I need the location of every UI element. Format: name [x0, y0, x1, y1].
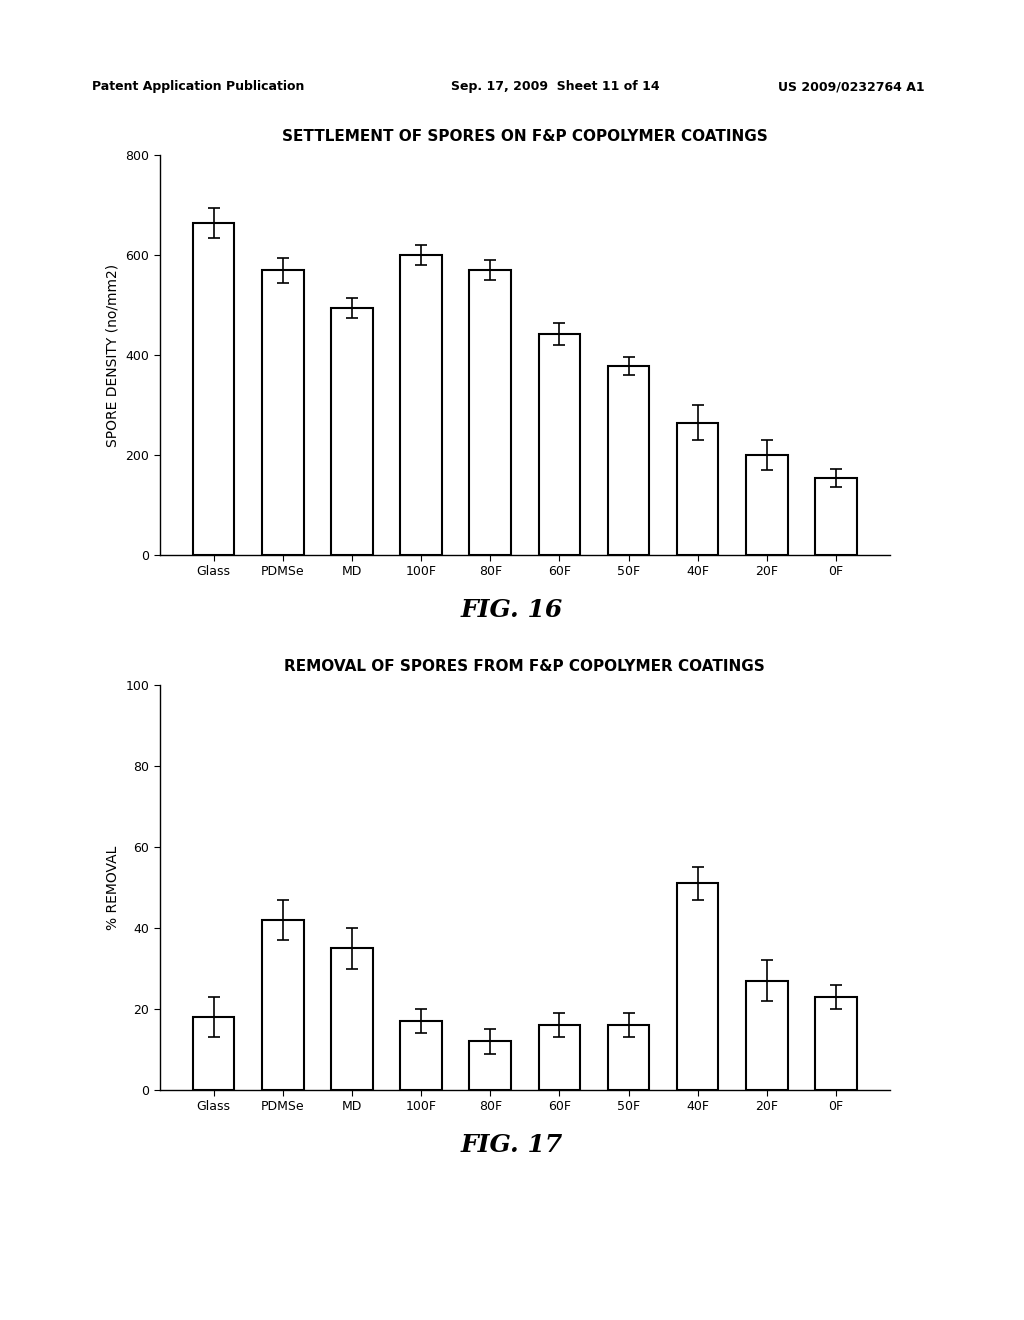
Text: Sep. 17, 2009  Sheet 11 of 14: Sep. 17, 2009 Sheet 11 of 14: [451, 81, 659, 92]
Y-axis label: % REMOVAL: % REMOVAL: [105, 845, 120, 929]
Bar: [469, 271, 511, 554]
Bar: [400, 1022, 441, 1090]
Bar: [539, 1026, 581, 1090]
Text: Patent Application Publication: Patent Application Publication: [92, 81, 304, 92]
Bar: [331, 948, 373, 1090]
Title: REMOVAL OF SPORES FROM F&P COPOLYMER COATINGS: REMOVAL OF SPORES FROM F&P COPOLYMER COA…: [285, 659, 765, 675]
Bar: [469, 1041, 511, 1090]
Bar: [815, 997, 857, 1090]
Bar: [608, 1026, 649, 1090]
Bar: [746, 455, 787, 554]
Bar: [400, 255, 441, 554]
Bar: [608, 366, 649, 554]
Text: FIG. 16: FIG. 16: [461, 598, 563, 622]
Bar: [262, 271, 303, 554]
Text: US 2009/0232764 A1: US 2009/0232764 A1: [778, 81, 925, 92]
Bar: [539, 334, 581, 554]
Y-axis label: SPORE DENSITY (no/mm2): SPORE DENSITY (no/mm2): [105, 264, 120, 446]
Title: SETTLEMENT OF SPORES ON F&P COPOLYMER COATINGS: SETTLEMENT OF SPORES ON F&P COPOLYMER CO…: [282, 129, 768, 144]
Bar: [193, 223, 234, 554]
Bar: [677, 422, 719, 554]
Text: FIG. 17: FIG. 17: [461, 1133, 563, 1158]
Bar: [193, 1018, 234, 1090]
Bar: [262, 920, 303, 1090]
Bar: [331, 308, 373, 554]
Bar: [677, 883, 719, 1090]
Bar: [815, 478, 857, 554]
Bar: [746, 981, 787, 1090]
